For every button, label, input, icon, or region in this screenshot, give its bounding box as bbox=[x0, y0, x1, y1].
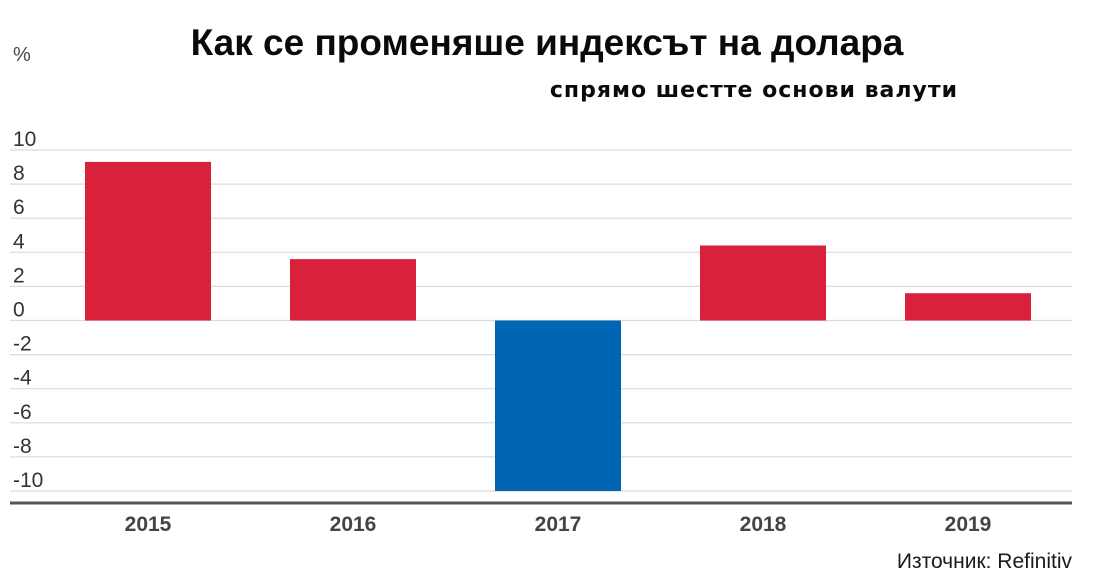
y-tick-label: -6 bbox=[13, 401, 32, 424]
y-tick-label: 10 bbox=[13, 128, 36, 151]
y-tick-label: -4 bbox=[13, 367, 32, 390]
x-tick-label: 2016 bbox=[330, 513, 377, 536]
bar-2019 bbox=[905, 293, 1031, 321]
y-tick-label: 8 bbox=[13, 162, 25, 185]
y-tick-label: 4 bbox=[13, 230, 25, 253]
bars bbox=[85, 161, 1031, 491]
bar-2017 bbox=[495, 320, 621, 491]
bar-2016 bbox=[290, 259, 416, 321]
source-note: Източник: Refinitiv bbox=[896, 550, 1072, 573]
y-tick-label: -2 bbox=[13, 333, 32, 356]
bar-2015 bbox=[85, 161, 211, 321]
y-tick-label: 6 bbox=[13, 196, 25, 219]
y-axis-unit-label: % bbox=[13, 44, 31, 66]
y-axis-ticks: 10 8 6 4 2 0 -2 -4 -6 -8 -10 bbox=[13, 128, 43, 492]
bar-2018 bbox=[700, 245, 826, 321]
x-tick-label: 2017 bbox=[535, 513, 582, 536]
y-tick-label: 0 bbox=[13, 299, 25, 322]
y-tick-label: -8 bbox=[13, 435, 32, 458]
y-tick-label: -10 bbox=[13, 469, 43, 492]
x-tick-label: 2019 bbox=[945, 513, 992, 536]
y-tick-label: 2 bbox=[13, 264, 25, 287]
x-tick-label: 2018 bbox=[740, 513, 787, 536]
chart-subtitle: спрямо шестте основи валути bbox=[549, 78, 958, 103]
chart-title: Как се променяше индексът на долара bbox=[190, 22, 904, 63]
x-tick-label: 2015 bbox=[125, 513, 172, 536]
x-axis-labels: 2015 2016 2017 2018 2019 bbox=[125, 513, 992, 536]
